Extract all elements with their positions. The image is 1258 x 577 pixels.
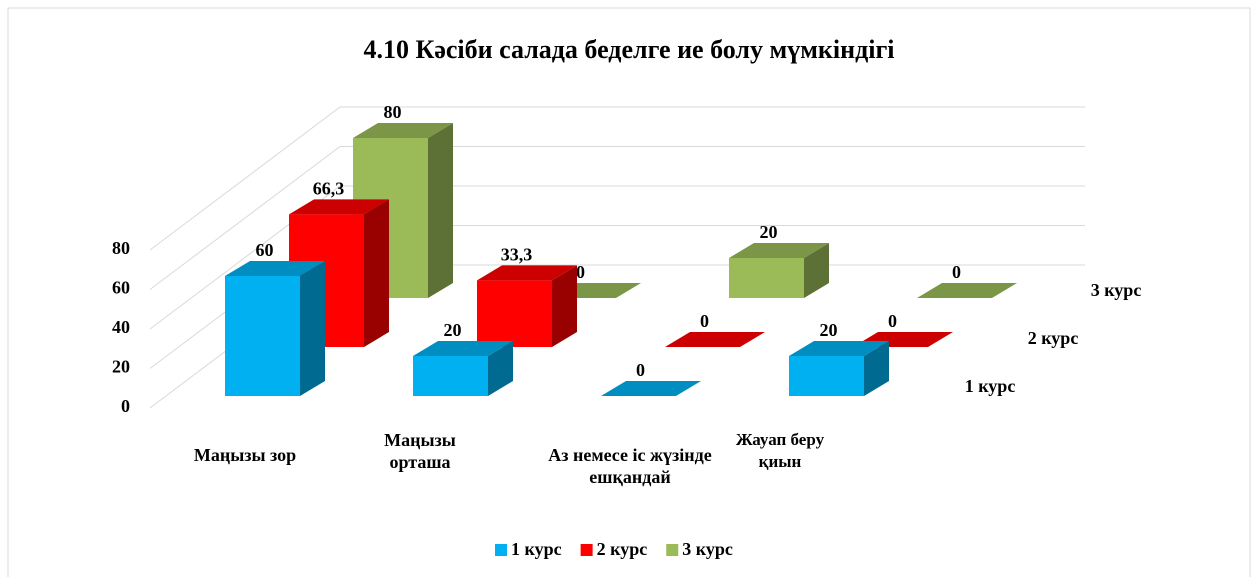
- bar-front: [413, 356, 488, 396]
- x-tick-label: Аз немесе іс жүзінде ешқандай: [548, 445, 712, 487]
- legend-swatch: [580, 544, 593, 556]
- y-tick-label: 80: [112, 238, 130, 258]
- bar-front: [477, 280, 552, 347]
- bar: [413, 341, 513, 396]
- bar-top: [353, 123, 453, 138]
- grid-line: [149, 146, 1085, 290]
- y-tick-label: 0: [121, 396, 130, 416]
- x-tick-label: Жауап беру қиын: [735, 430, 825, 471]
- bar-side: [488, 341, 513, 396]
- bar: [729, 243, 829, 298]
- bar: [665, 332, 765, 347]
- legend-label: 3 курс: [682, 539, 733, 559]
- bar-top: [917, 283, 1017, 298]
- data-label: 0: [952, 262, 961, 282]
- y-tick-label: 60: [112, 278, 130, 298]
- bar-side: [300, 261, 325, 396]
- y-tick-label: 40: [112, 317, 130, 337]
- series-depth-label: 3 курс: [1091, 280, 1142, 300]
- bar: [601, 381, 701, 396]
- series-depth-label: 2 курс: [1028, 328, 1079, 348]
- data-label: 0: [636, 360, 645, 380]
- bar-side: [864, 341, 889, 396]
- bar-top: [789, 341, 889, 356]
- bar-side: [364, 199, 389, 347]
- legend-label: 1 курс: [511, 539, 562, 559]
- bar-side: [428, 123, 453, 298]
- data-label: 60: [256, 240, 274, 260]
- data-label: 20: [820, 320, 838, 340]
- bar-top: [413, 341, 513, 356]
- bar-side: [804, 243, 829, 298]
- bar-top: [729, 243, 829, 258]
- series-depth-label: 1 курс: [965, 376, 1016, 396]
- bar: [225, 261, 325, 396]
- data-label: 80: [384, 102, 402, 122]
- data-label: 66,3: [313, 179, 345, 199]
- x-tick-label: Маңызы орташа: [384, 430, 456, 472]
- x-tick-label: Маңызы зор: [193, 445, 297, 465]
- bar-top: [225, 261, 325, 276]
- data-label: 0: [888, 311, 897, 331]
- data-label: 0: [576, 262, 585, 282]
- bar-top: [289, 199, 389, 215]
- data-label: 20: [760, 222, 778, 242]
- y-tick-label: 20: [112, 357, 130, 377]
- data-label: 20: [444, 320, 462, 340]
- data-label: 33,3: [501, 245, 533, 265]
- bar-side: [552, 265, 577, 347]
- bar-top: [665, 332, 765, 347]
- bar-front: [789, 356, 864, 396]
- legend-swatch: [666, 544, 679, 556]
- bar: [477, 265, 577, 347]
- bar-top: [601, 381, 701, 396]
- bar-front: [729, 258, 804, 298]
- chart-title: 4.10 Кәсіби салада беделге ие болу мүмкі…: [363, 35, 894, 64]
- bar: [917, 283, 1017, 298]
- bar-front: [225, 276, 300, 396]
- grid-line: [149, 185, 1085, 330]
- chart-frame: [7, 7, 1251, 577]
- bar-top: [477, 265, 577, 281]
- legend-label: 2 курс: [597, 539, 648, 559]
- legend-swatch: [495, 544, 507, 556]
- bar: [789, 341, 889, 396]
- data-label: 0: [700, 311, 709, 331]
- grid-line: [149, 106, 1085, 251]
